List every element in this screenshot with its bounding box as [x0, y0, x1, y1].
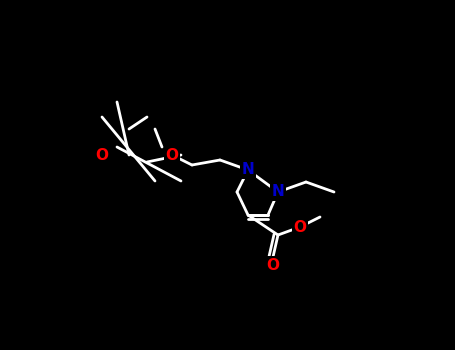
- Text: O: O: [293, 219, 307, 234]
- Text: O: O: [267, 258, 279, 273]
- Text: O: O: [166, 147, 178, 162]
- Text: N: N: [272, 184, 284, 200]
- Text: O: O: [96, 147, 108, 162]
- Text: N: N: [242, 162, 254, 177]
